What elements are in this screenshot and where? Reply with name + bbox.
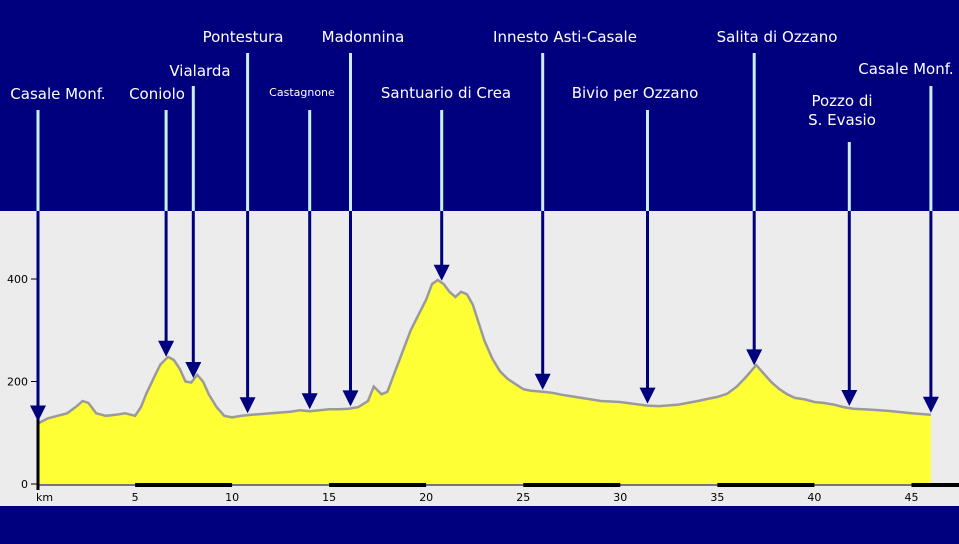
annotation-label: Madonnina <box>322 28 405 46</box>
annotation-label: Vialarda <box>169 62 230 80</box>
x-tick-label: 40 <box>807 491 821 504</box>
y-tick-label: 0 <box>21 478 28 491</box>
annotation-label: Bivio per Ozzano <box>572 84 699 102</box>
annotation-label: Pontestura <box>203 28 284 46</box>
annotation-label: Castagnone <box>269 86 335 99</box>
x-tick-label: 15 <box>322 491 336 504</box>
km-scale-segment <box>912 483 931 487</box>
annotation-label: Coniolo <box>129 85 185 103</box>
x-axis-label: km <box>36 491 53 504</box>
km-scale-segment <box>135 483 232 487</box>
annotation-label: Salita di Ozzano <box>717 28 838 46</box>
y-tick-label: 200 <box>7 376 28 389</box>
x-tick-label: 10 <box>225 491 239 504</box>
x-tick-label: 20 <box>419 491 433 504</box>
x-tick-label: 45 <box>905 491 919 504</box>
x-tick-label: 25 <box>516 491 530 504</box>
km-scale-segment <box>523 483 620 487</box>
km-scale-segment <box>329 483 426 487</box>
x-tick-label: 35 <box>710 491 724 504</box>
y-tick-label: 400 <box>7 273 28 286</box>
x-tick-label: 5 <box>132 491 139 504</box>
annotation-label: Santuario di Crea <box>381 84 511 102</box>
annotation-label: Innesto Asti-Casale <box>493 28 637 46</box>
km-scale-segment <box>717 483 814 487</box>
x-tick-label: 30 <box>613 491 627 504</box>
annotation-label: Casale Monf. <box>10 85 105 103</box>
annotation-label: Casale Monf. <box>858 60 953 78</box>
